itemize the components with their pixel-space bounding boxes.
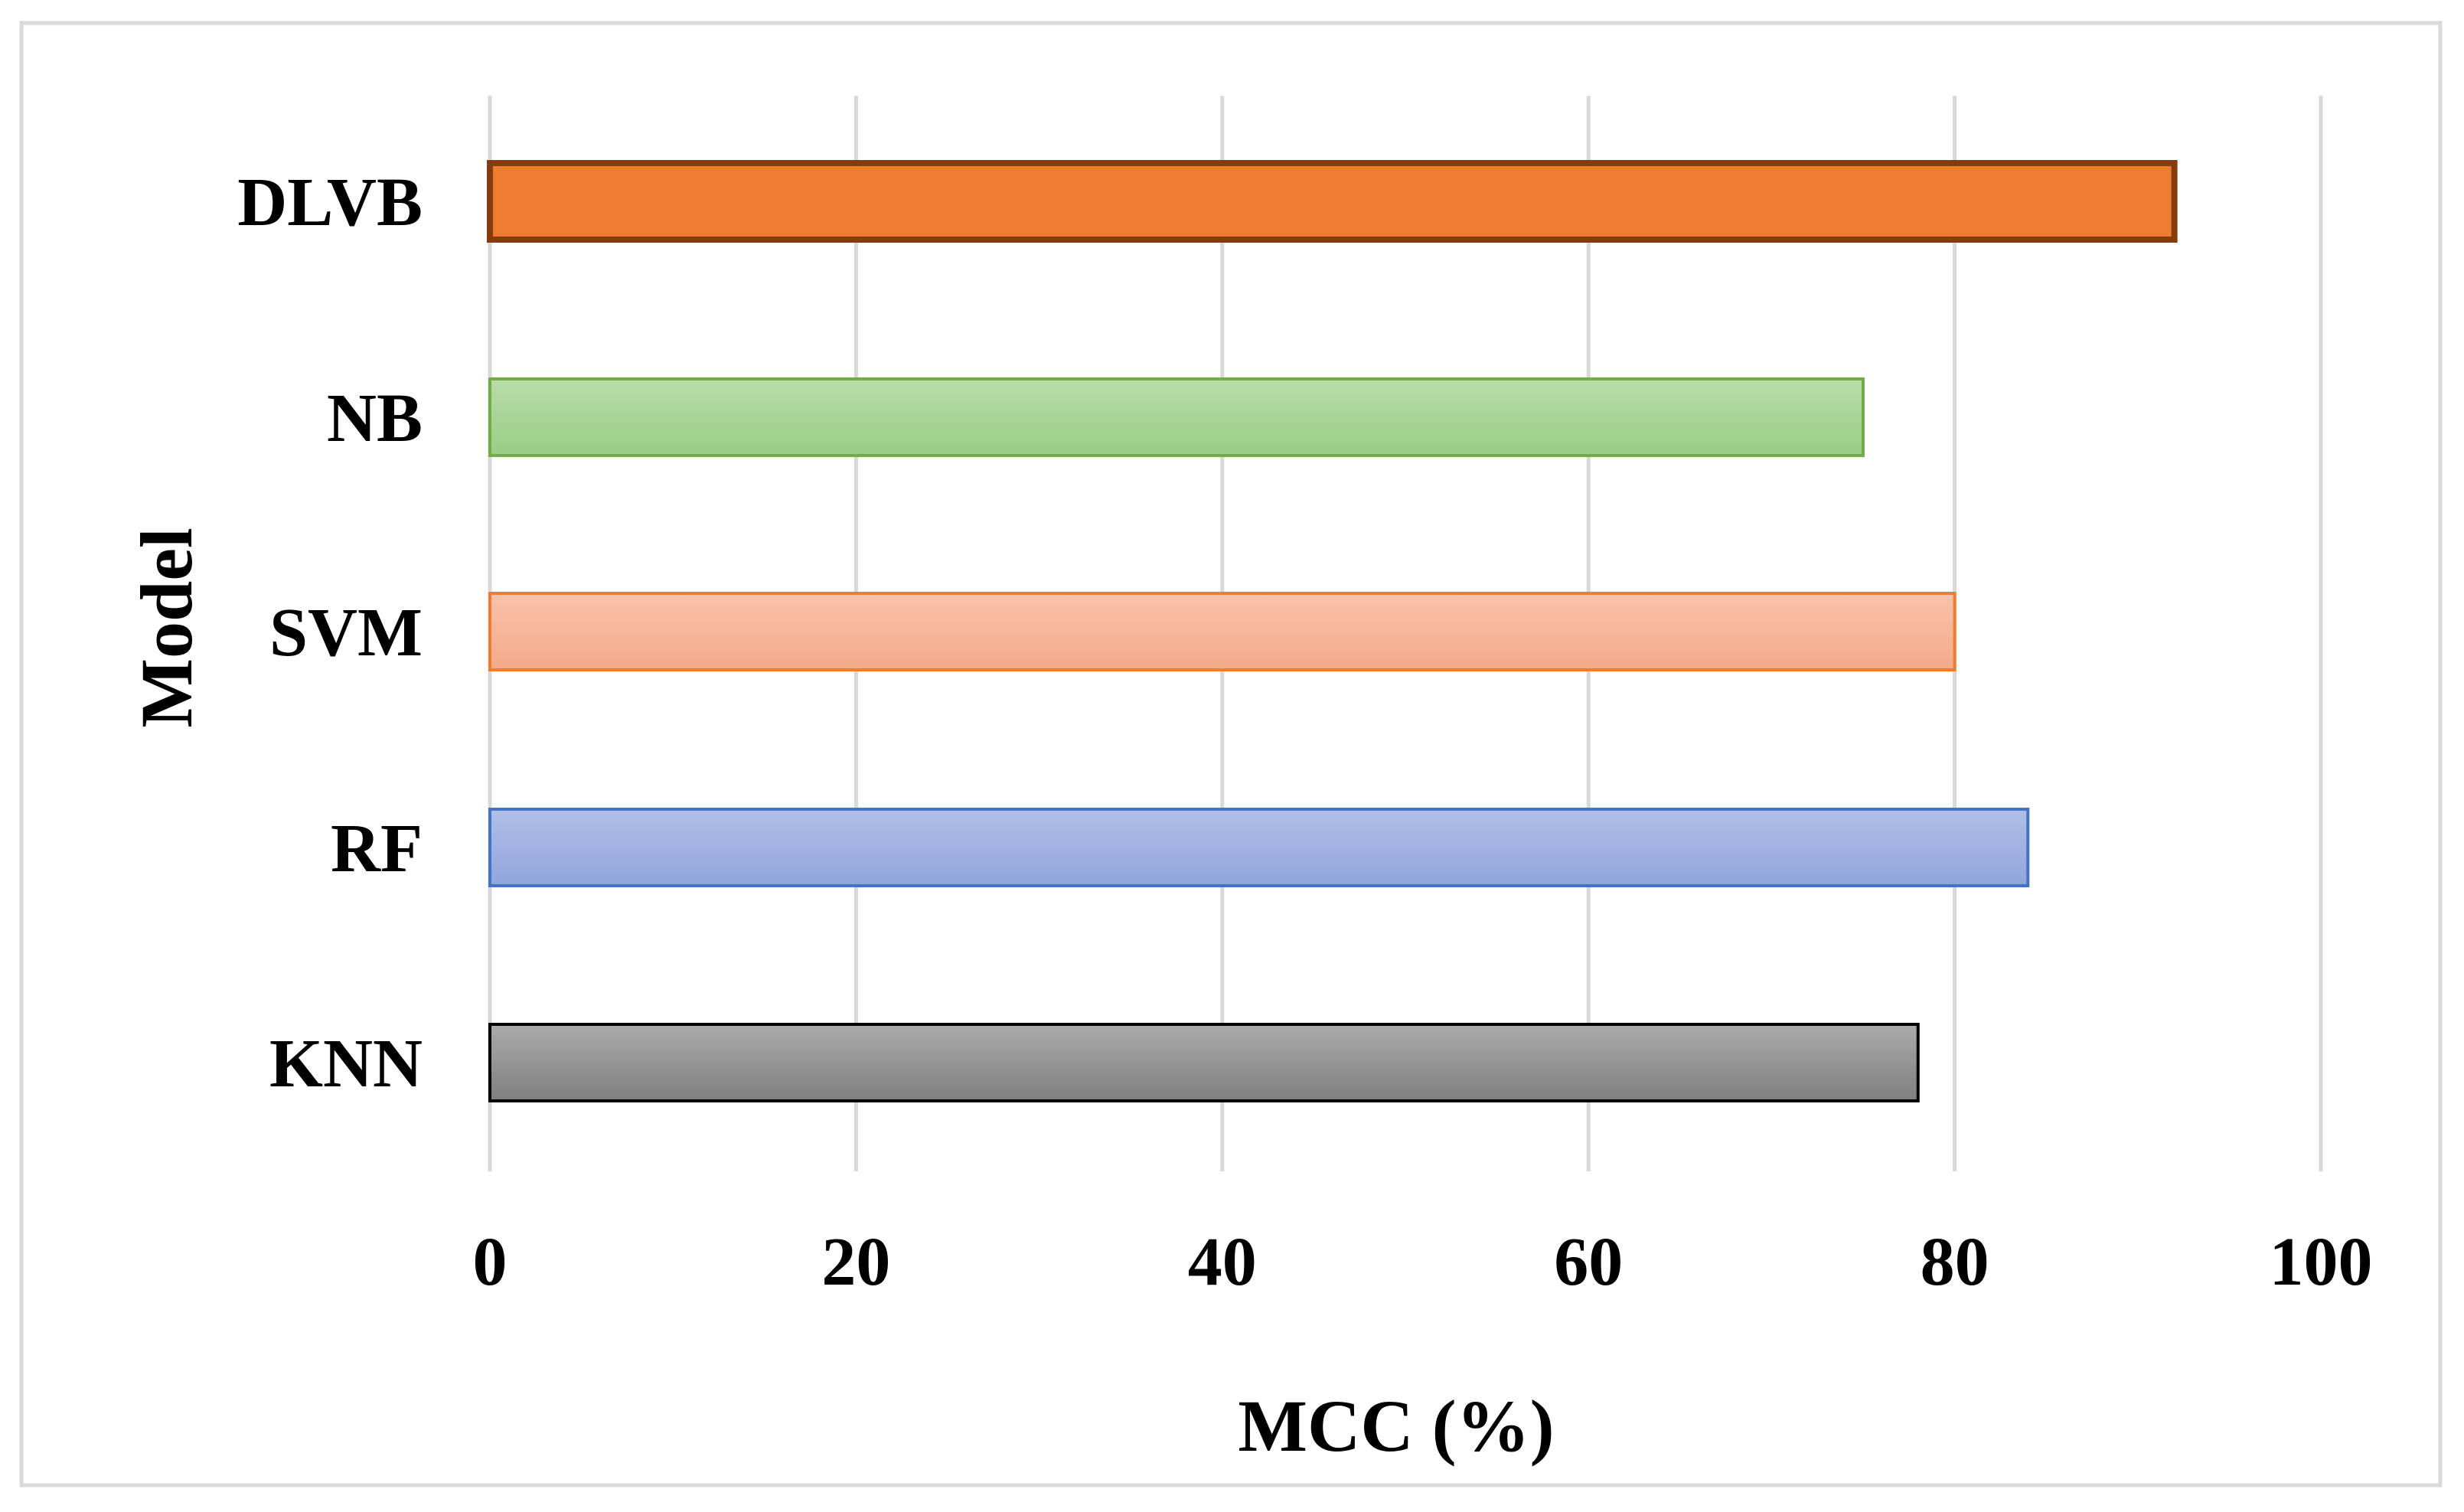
bar-svm: [488, 592, 1957, 671]
y-tick-label-dlvb: DLVB: [237, 165, 423, 240]
y-tick-label-rf: RF: [331, 811, 423, 887]
x-tick-label: 40: [1188, 1224, 1257, 1300]
x-tick-label: 100: [2270, 1224, 2373, 1300]
bar-rf: [488, 808, 2030, 887]
bar-nb: [488, 377, 1865, 457]
x-tick-label: 80: [1921, 1224, 1989, 1300]
x-tick-label: 60: [1554, 1224, 1623, 1300]
bar-knn: [488, 1023, 1920, 1102]
chart-border: [19, 21, 2443, 1488]
x-tick-label: 20: [821, 1224, 890, 1300]
y-tick-labels: DLVB NB SVM RF KNN: [237, 165, 423, 1102]
bar-dlvb: [487, 160, 2178, 243]
y-axis-title: Model: [126, 527, 207, 727]
x-axis-title: MCC (%): [1238, 1385, 1554, 1467]
y-tick-label-svm: SVM: [269, 595, 423, 671]
y-tick-label-knn: KNN: [269, 1026, 423, 1102]
x-tick-labels: 0 20 40 60 80 100: [473, 1224, 2373, 1300]
bars: [487, 160, 2178, 1102]
y-tick-label-nb: NB: [327, 380, 423, 456]
x-tick-label: 0: [473, 1224, 507, 1300]
